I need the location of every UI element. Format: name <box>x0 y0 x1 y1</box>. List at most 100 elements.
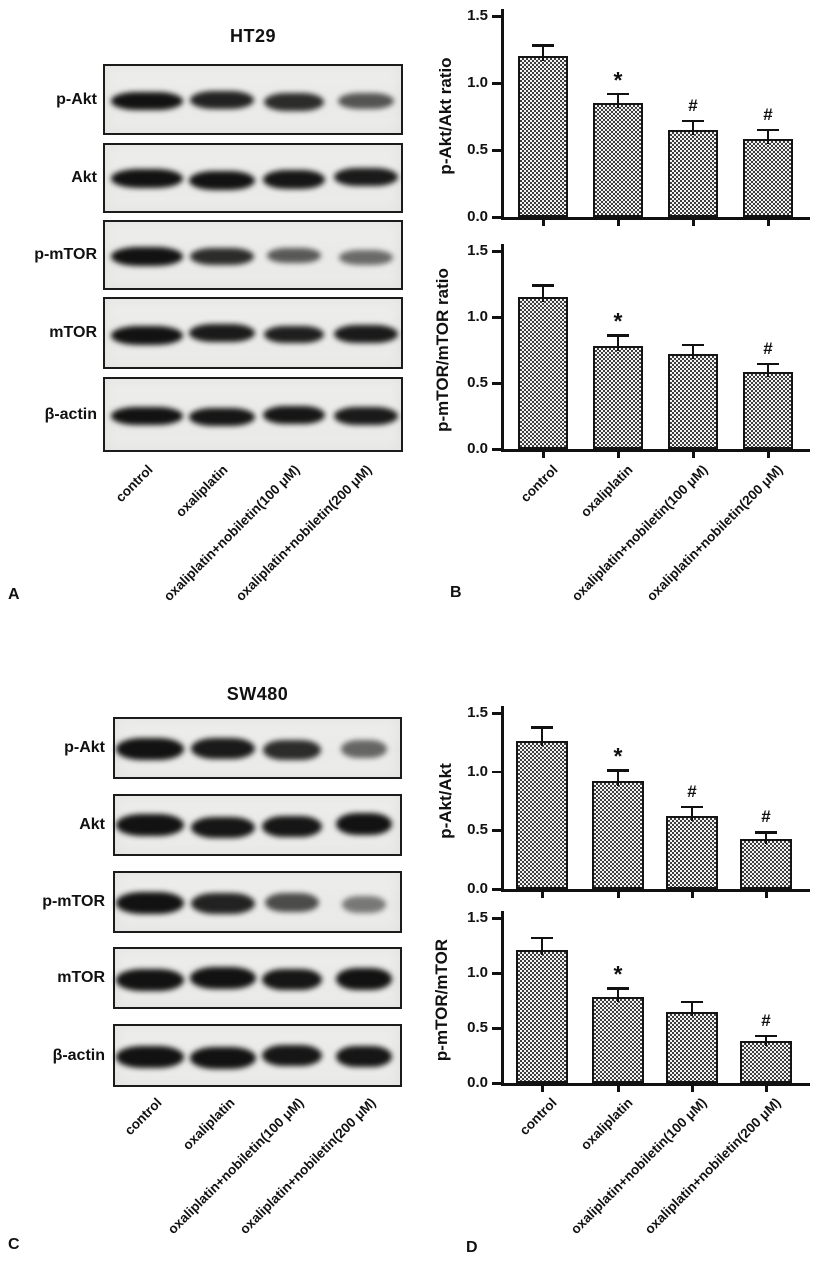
bar <box>518 297 568 449</box>
bar <box>516 949 568 1083</box>
bar <box>743 372 793 449</box>
blot-band <box>334 168 398 187</box>
y-tick-label: 1.0 <box>467 762 488 780</box>
x-axis <box>501 889 810 892</box>
chart-y-axis-label: p-Akt/Akt ratio <box>436 57 455 175</box>
y-tick-label: 0.5 <box>467 1019 488 1036</box>
x-axis-tick <box>542 219 545 226</box>
error-bar-line <box>764 832 768 844</box>
y-axis-tick <box>492 250 501 253</box>
y-tick-label: 0.0 <box>467 1074 488 1091</box>
error-bar-cap <box>681 805 703 809</box>
error-bar-cap <box>682 119 704 123</box>
x-axis <box>501 1083 810 1086</box>
bar <box>740 838 792 889</box>
bar <box>593 346 643 449</box>
x-axis <box>501 217 810 220</box>
category-label: oxaliplatin <box>577 1095 636 1153</box>
antibody-label: β-actin <box>52 1046 105 1064</box>
blot-band <box>262 1045 322 1067</box>
error-bar-cap <box>757 128 779 132</box>
blot-band <box>262 968 322 990</box>
x-axis-tick <box>617 891 620 898</box>
significance-label: * <box>613 961 623 988</box>
blot-band <box>190 816 256 838</box>
blot-band <box>190 967 256 990</box>
panel-letter-a: A <box>8 586 20 603</box>
blot-band <box>336 813 392 836</box>
bar <box>668 353 718 449</box>
blot-band <box>263 325 325 344</box>
error-bar-line <box>616 93 620 109</box>
x-axis-tick <box>767 219 770 226</box>
y-tick-label: 1.0 <box>467 308 488 325</box>
blot-band <box>189 407 255 427</box>
y-axis-tick <box>492 972 501 975</box>
blot-band <box>116 892 184 915</box>
y-axis-tick <box>492 829 501 832</box>
category-label: oxaliplatin+nobiletin(100 μM) <box>568 462 711 604</box>
category-label: oxaliplatin+nobiletin(200 μM) <box>643 462 786 604</box>
x-axis-tick <box>765 891 768 898</box>
antibody-label: p-Akt <box>56 90 97 108</box>
error-bar-cap <box>531 936 553 940</box>
lane-label: oxaliplatin+nobiletin(200 μM) <box>232 462 375 604</box>
significance-label: * <box>613 743 623 770</box>
x-axis-tick <box>692 219 695 226</box>
antibody-label: p-mTOR <box>42 893 105 910</box>
bar <box>740 1041 792 1083</box>
blot-band <box>264 93 324 111</box>
bar <box>666 1011 718 1083</box>
blot-band <box>111 326 183 345</box>
blot-band <box>189 91 255 109</box>
error-bar-cap <box>607 987 629 990</box>
blot-band <box>267 247 321 264</box>
y-axis <box>501 911 504 1084</box>
category-label: control <box>517 462 561 505</box>
y-tick-label: 0.0 <box>467 440 488 457</box>
x-axis-tick <box>765 1085 768 1092</box>
significance-label: # <box>763 338 773 358</box>
antibody-label: mTOR <box>57 969 105 986</box>
chart-y-axis-label: p-mTOR/mTOR ratio <box>433 268 452 432</box>
antibody-label: p-mTOR <box>34 246 97 263</box>
significance-label: * <box>613 308 623 335</box>
error-bar-line <box>616 988 620 1003</box>
error-bar-line <box>766 129 770 145</box>
x-axis-tick <box>541 1085 544 1092</box>
x-axis-tick <box>767 451 770 458</box>
blot-band <box>111 91 183 111</box>
blot-band <box>341 895 387 913</box>
blot-band <box>334 406 398 425</box>
blot-band <box>189 324 255 343</box>
y-tick-label: 0.5 <box>467 374 488 391</box>
antibody-label: mTOR <box>49 324 97 341</box>
error-bar-line <box>690 1001 694 1017</box>
y-axis-tick <box>492 1082 501 1085</box>
x-axis-tick <box>691 1085 694 1092</box>
y-axis-tick <box>492 917 501 920</box>
error-bar-cap <box>755 831 777 834</box>
blot-band <box>111 247 183 266</box>
y-tick-label: 1.0 <box>467 74 488 91</box>
y-axis <box>501 9 504 218</box>
error-bar-cap <box>532 284 554 287</box>
panel-c-cell-line-title: SW480 <box>226 684 289 704</box>
y-tick-label: 0.0 <box>467 208 488 225</box>
x-axis-tick <box>692 451 695 458</box>
error-bar-line <box>691 120 695 135</box>
blot-band <box>263 740 321 761</box>
error-bar-line <box>690 806 694 822</box>
y-axis-tick <box>492 382 501 385</box>
antibody-label: β-actin <box>44 405 97 423</box>
error-bar-line <box>764 1035 768 1047</box>
category-label: oxaliplatin <box>577 462 636 520</box>
y-axis-tick <box>492 15 501 18</box>
x-axis-tick <box>617 219 620 226</box>
lane-label: oxaliplatin+nobiletin(200 μM) <box>236 1095 379 1237</box>
blot-band <box>265 892 319 912</box>
x-axis-tick <box>542 451 545 458</box>
y-axis-tick <box>492 316 501 319</box>
error-bar-line <box>541 285 545 303</box>
